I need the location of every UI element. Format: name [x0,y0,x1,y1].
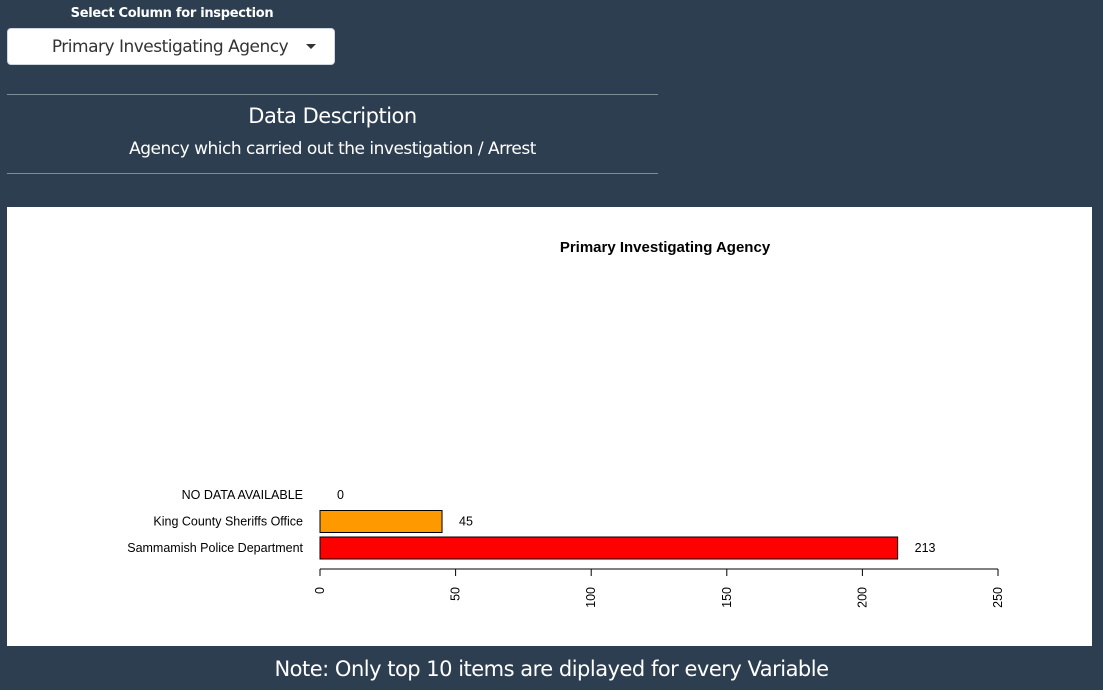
plot-panel: Primary Investigating Agency Sammamish P… [7,207,1092,646]
x-tick-label: 200 [855,587,869,608]
value-label: 45 [459,515,473,529]
select-column-label: Select Column for inspection [70,6,274,21]
value-label: 213 [915,541,936,555]
bar [319,536,899,560]
data-description-text: Agency which carried out the investigati… [129,139,536,159]
selected-column-value: Primary Investigating Agency [51,37,289,57]
category-label: Sammamish Police Department [127,541,303,555]
bar [319,510,443,533]
x-tick-label: 0 [313,587,327,594]
x-tick-label: 250 [991,587,1005,608]
value-label: 0 [337,488,344,502]
category-label: NO DATA AVAILABLE [182,488,303,502]
category-label: King County Sheriffs Office [153,515,303,529]
column-select-dropdown[interactable]: Primary Investigating Agency [7,28,335,65]
footer-note: Note: Only top 10 items are diplayed for… [274,657,829,681]
caret-down-icon [306,44,316,49]
chart-title: Primary Investigating Agency [560,239,771,256]
x-tick-label: 150 [720,587,734,608]
data-description-title: Data Description [248,104,417,128]
divider-top [7,94,658,95]
bar-chart: Primary Investigating Agency Sammamish P… [127,239,1005,608]
divider-bottom [7,173,658,174]
x-tick-label: 50 [449,587,463,601]
x-tick-label: 100 [584,587,598,608]
